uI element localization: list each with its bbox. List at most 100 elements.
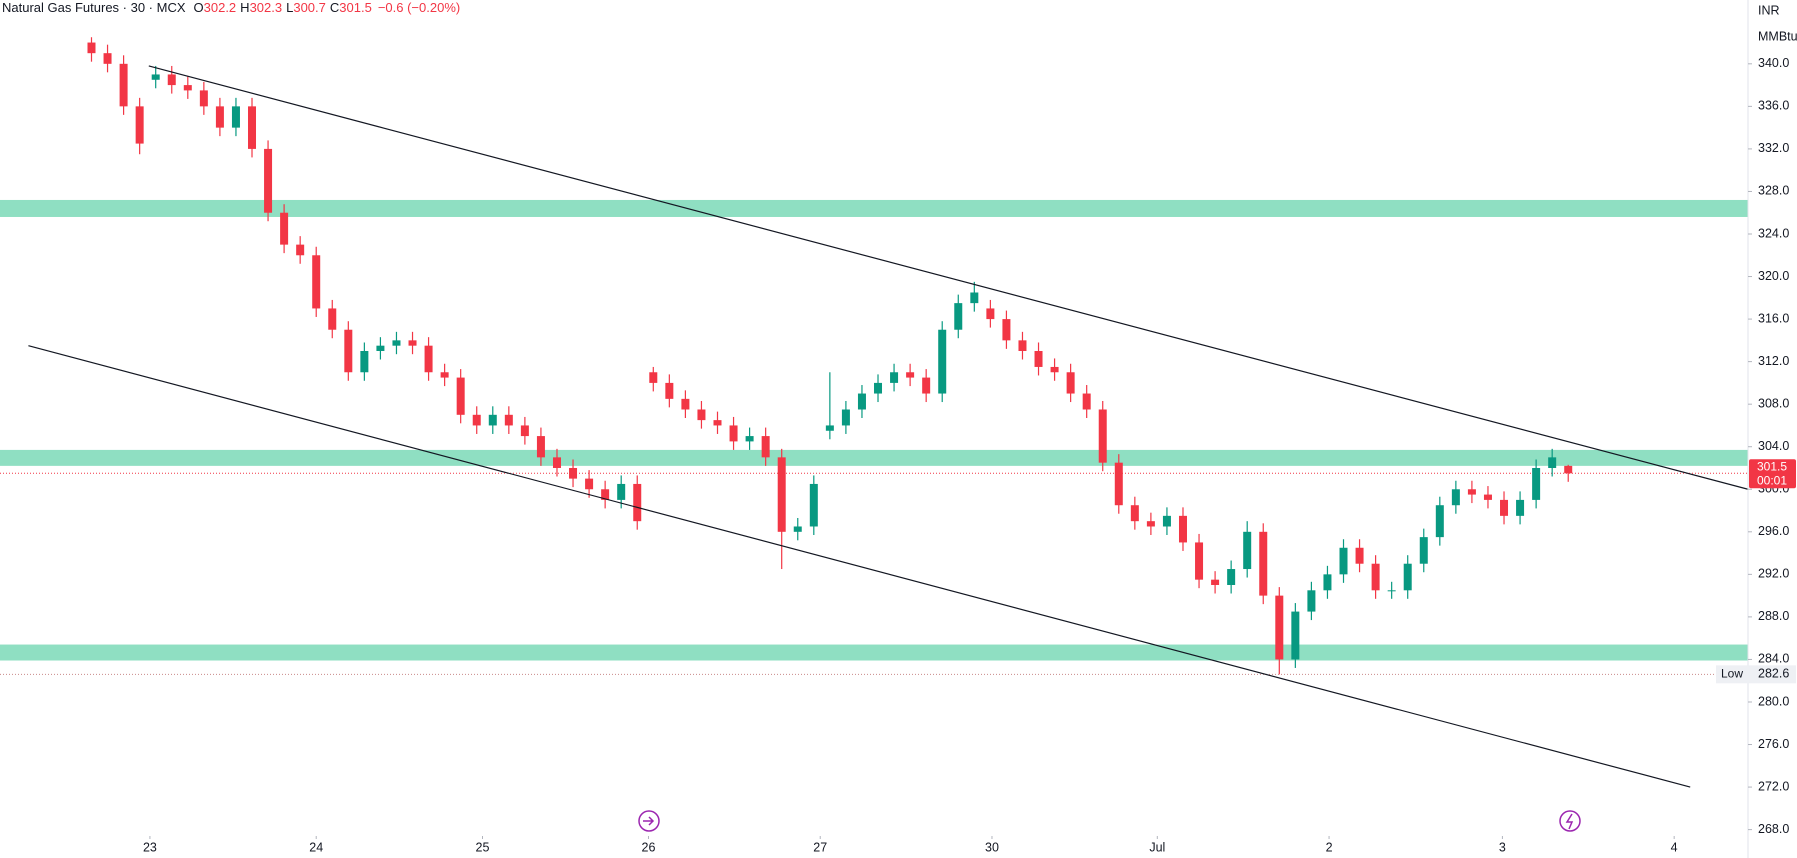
candle-body [408, 340, 417, 346]
candle-body [183, 85, 192, 91]
candle-body [729, 425, 738, 442]
x-tick-label: 26 [642, 840, 656, 854]
y-tick-label: 272.0 [1758, 779, 1789, 793]
candle-body [986, 308, 995, 320]
y-tick-label: 304.0 [1758, 439, 1789, 453]
ohlc: O302.2 H302.3 L300.7 C301.5 [194, 0, 372, 15]
candle-body [344, 329, 353, 373]
candle-body [793, 526, 802, 532]
candle-body [504, 414, 513, 426]
candle-body [87, 42, 96, 54]
candle-body [890, 372, 899, 383]
candle-body [1146, 521, 1155, 527]
y-tick-label: 268.0 [1758, 822, 1789, 836]
x-tick-label: Jul [1149, 840, 1165, 854]
candle-body [1259, 531, 1268, 596]
y-tick-label: 284.0 [1758, 652, 1789, 666]
candle-body [1018, 340, 1027, 351]
candle-body [1419, 537, 1428, 564]
event-icon[interactable] [638, 810, 660, 832]
candle-body [601, 489, 610, 500]
x-tick-label: 4 [1671, 840, 1678, 854]
x-tick-label: 25 [476, 840, 490, 854]
candle-body [1130, 505, 1139, 522]
candle-body [248, 106, 257, 149]
x-tick-label: 23 [143, 840, 157, 854]
candle-body [1435, 505, 1444, 538]
candle-body [231, 106, 240, 128]
candle-body [1548, 457, 1557, 468]
candle-body [1275, 595, 1284, 660]
event-icon[interactable] [1559, 810, 1581, 832]
y-tick-label: 296.0 [1758, 524, 1789, 538]
y-tick-label: 292.0 [1758, 567, 1789, 581]
candle-body [1066, 372, 1075, 394]
trendline [148, 65, 1749, 490]
x-tick-label: 27 [813, 840, 827, 854]
candle-body [1195, 542, 1204, 580]
x-tick-label: 24 [309, 840, 323, 854]
ohlc-value: 300.7 [293, 0, 326, 15]
candle-body [938, 329, 947, 394]
candle-body [199, 90, 208, 107]
candle-body [151, 74, 160, 80]
candle-body [1483, 494, 1492, 500]
symbol: Natural Gas Futures · 30 · MCX [2, 0, 186, 15]
y-tick-label: 288.0 [1758, 609, 1789, 623]
ohlc-value: 302.2 [204, 0, 237, 15]
candle-body [906, 372, 915, 378]
candle-body [103, 53, 112, 64]
candle-body [633, 483, 642, 522]
candle-body [841, 409, 850, 426]
candle-body [536, 436, 545, 458]
candle-body [424, 345, 433, 373]
candle-body [135, 106, 144, 144]
candle-body [1307, 590, 1316, 612]
y-tick-label: 340.0 [1758, 56, 1789, 70]
ohlc-key: O [194, 0, 204, 15]
candle-body [825, 425, 834, 431]
ohlc-key: H [240, 0, 249, 15]
candle-body [264, 148, 273, 213]
ohlc-key: C [330, 0, 339, 15]
candle-body [488, 414, 497, 426]
candle-body [1211, 579, 1220, 585]
x-tick-label: 3 [1499, 840, 1506, 854]
candle-body [280, 212, 289, 245]
candle-body [1532, 467, 1541, 500]
candle-body [665, 382, 674, 399]
candle-body [1355, 547, 1364, 564]
y-tick-label: 312.0 [1758, 354, 1789, 368]
candle-body [713, 420, 722, 426]
trendline [28, 345, 1691, 788]
low-tag-label: Low [1721, 667, 1743, 681]
candle-body [296, 244, 305, 256]
candle-body [392, 340, 401, 346]
candle-body [874, 382, 883, 394]
candle-body [569, 467, 578, 479]
candle-body [1451, 489, 1460, 506]
candle-body [954, 303, 963, 330]
candle-body [1050, 366, 1059, 373]
candle-body [649, 372, 658, 383]
x-tick-label: 30 [985, 840, 999, 854]
y-tick-label: 316.0 [1758, 311, 1789, 325]
legend-header: Natural Gas Futures · 30 · MCX O302.2 H302… [2, 0, 460, 15]
currency: INR [1758, 3, 1780, 17]
candle-body [1371, 563, 1380, 591]
candle-body [1339, 547, 1348, 575]
candle-body [1323, 574, 1332, 591]
candle-body [312, 255, 321, 309]
candle-body [761, 436, 770, 458]
candle-body [552, 457, 561, 468]
change: −0.6 (−0.20%) [378, 0, 460, 15]
y-tick-label: 308.0 [1758, 396, 1789, 410]
candle-body [697, 409, 706, 421]
candle-body [1162, 515, 1171, 527]
candle-body [1098, 409, 1107, 463]
candle-body [970, 292, 979, 304]
candle-body [1500, 499, 1509, 516]
zone [0, 449, 1748, 466]
plot [0, 37, 1749, 788]
